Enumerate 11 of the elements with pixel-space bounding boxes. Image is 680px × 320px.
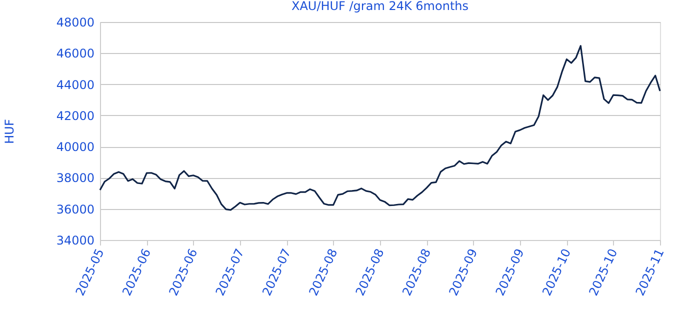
y-tick-label: 44000 bbox=[56, 78, 94, 92]
y-tick-label: 40000 bbox=[56, 140, 94, 154]
y-tick-label: 46000 bbox=[56, 46, 94, 61]
y-tick-label: 34000 bbox=[56, 234, 94, 248]
y-tick-label: 42000 bbox=[56, 108, 94, 123]
y-axis-title: HUF bbox=[2, 119, 16, 144]
y-tick-label: 36000 bbox=[56, 202, 94, 216]
y-tick-label: 38000 bbox=[56, 171, 94, 186]
y-tick-label: 48000 bbox=[56, 16, 94, 30]
line-series bbox=[99, 45, 661, 211]
chart-title: XAU/HUF /gram 24K 6months bbox=[291, 0, 469, 13]
